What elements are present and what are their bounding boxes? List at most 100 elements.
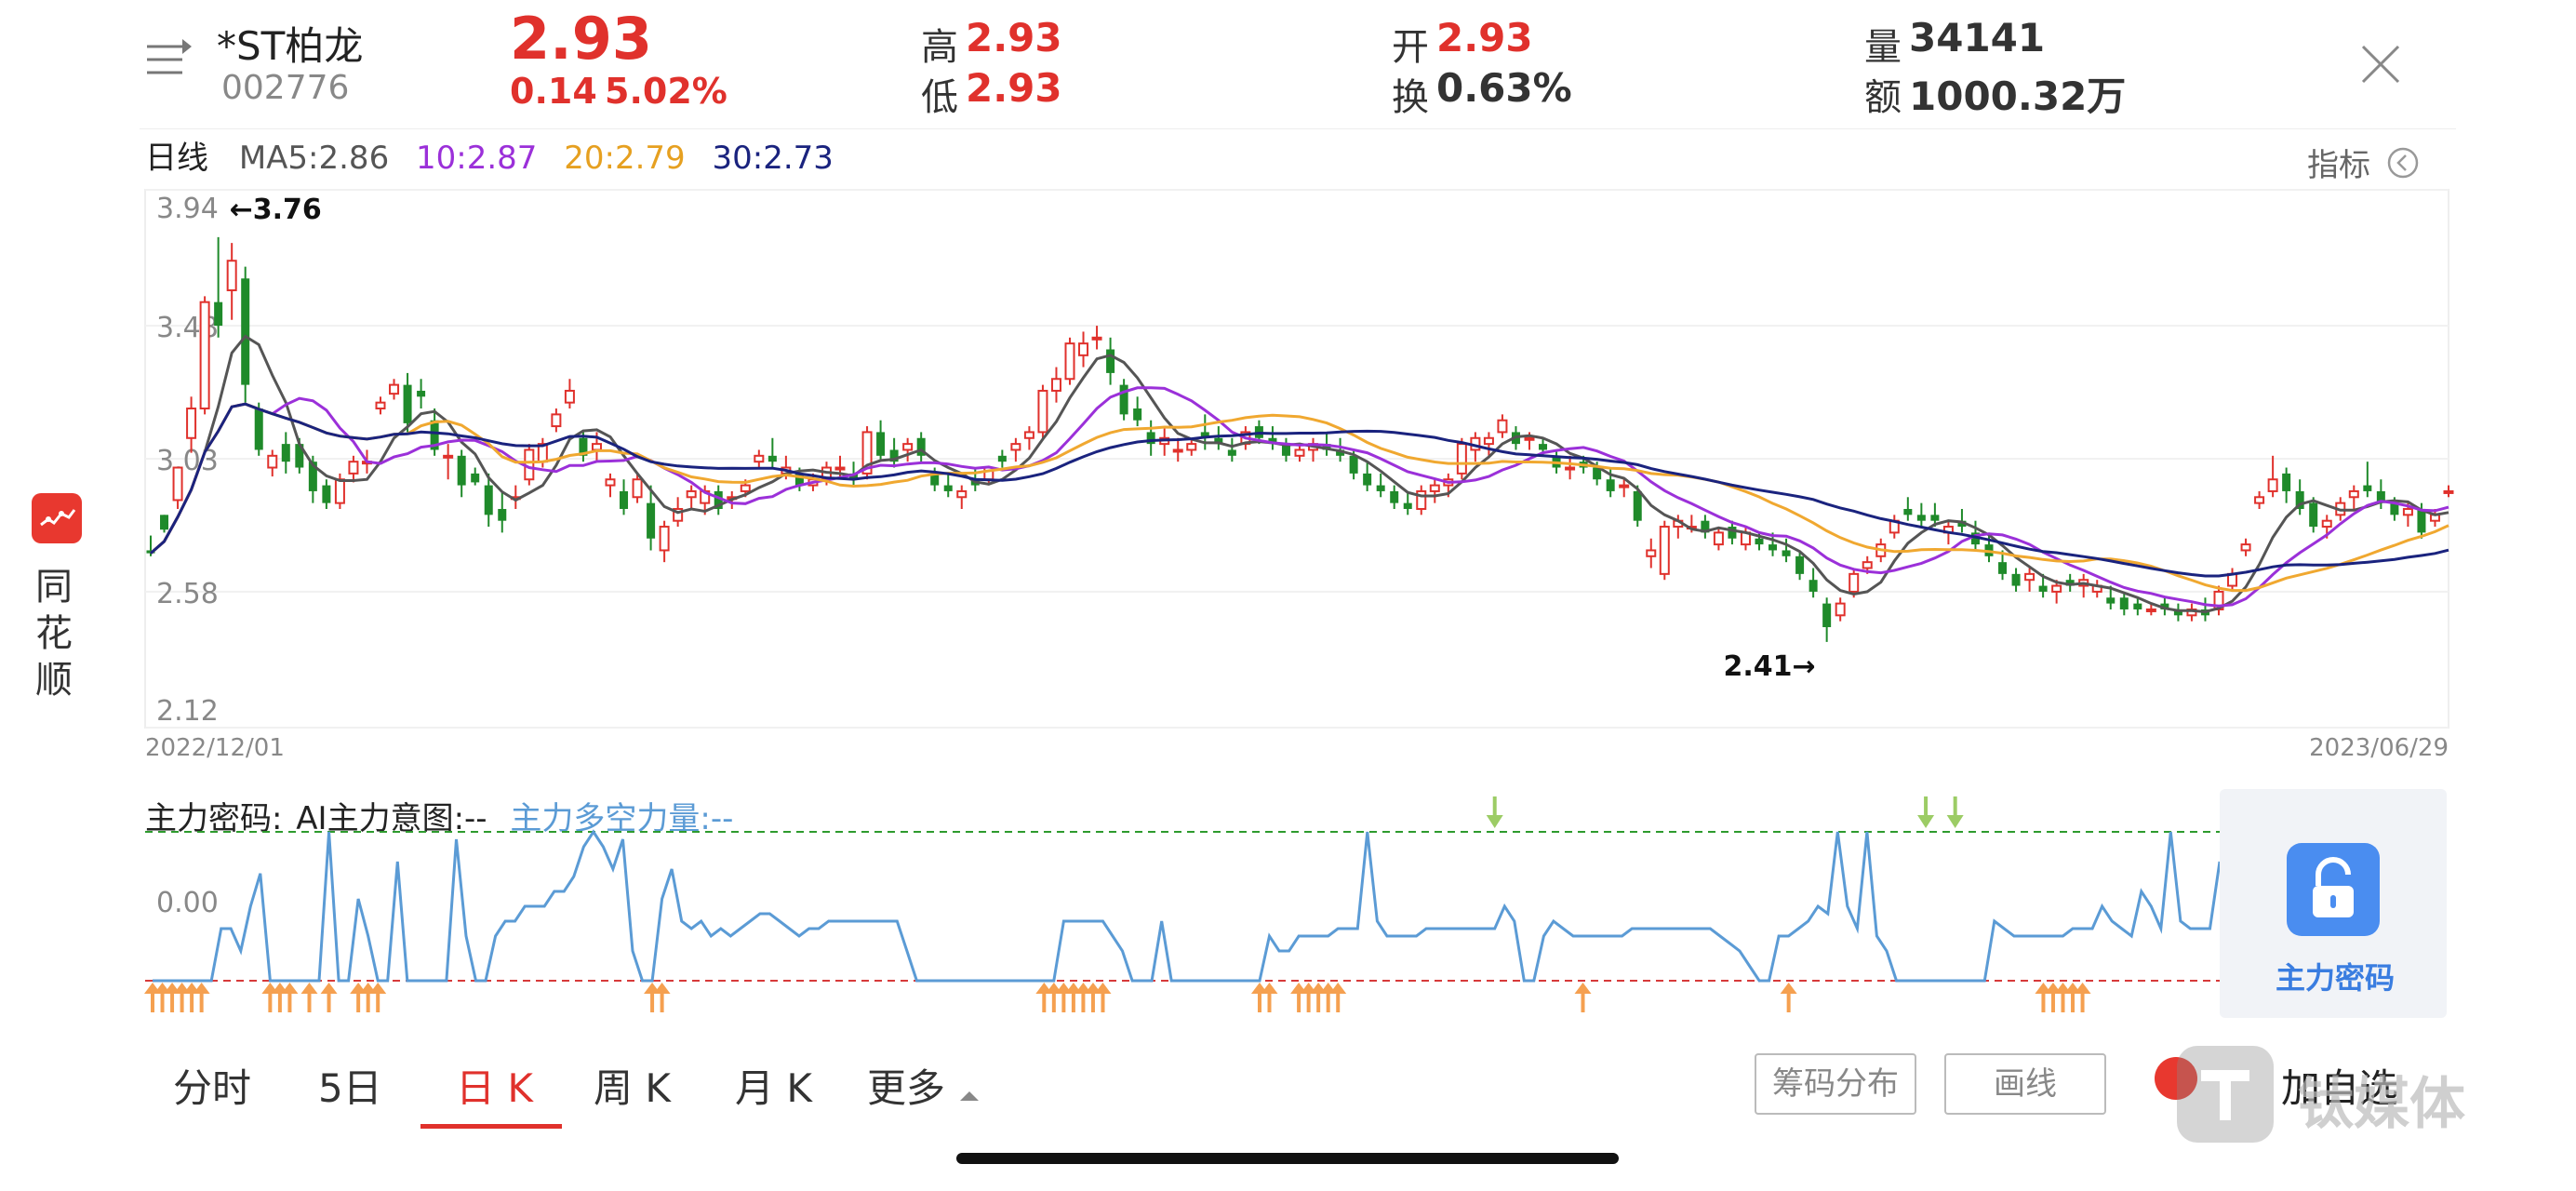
candle — [2133, 597, 2142, 616]
indicator-chart[interactable]: 0.00 — [0, 0, 2576, 1033]
candle — [1728, 520, 1737, 545]
candle — [1916, 502, 1926, 528]
lock-panel[interactable]: 主力密码 — [2220, 789, 2447, 1018]
candle-body — [214, 301, 223, 327]
candle — [1416, 485, 1427, 515]
buy-arrow-icon — [1310, 983, 1328, 1012]
candle-body — [1429, 484, 1440, 492]
candle-body — [1849, 572, 1860, 593]
candle — [943, 473, 953, 498]
candle — [551, 408, 562, 433]
candle-body — [1633, 490, 1642, 521]
ths-logo-icon[interactable] — [32, 493, 82, 543]
candle-body — [1903, 508, 1913, 515]
buy-arrow-head — [193, 983, 210, 994]
candle — [1390, 485, 1399, 509]
candle-body — [322, 485, 331, 503]
candle — [1619, 479, 1630, 498]
candle — [1713, 527, 1724, 551]
candle-body — [2133, 603, 2142, 609]
candle-body — [1862, 561, 1873, 569]
candle-body — [2051, 584, 2062, 593]
candle-body — [632, 478, 643, 499]
candle-body — [172, 466, 183, 502]
y-tick-label: 3.03 — [156, 445, 219, 477]
candle-body — [267, 454, 278, 469]
candle-body — [241, 278, 250, 385]
tab-weekly-k[interactable]: 周 K — [594, 1065, 671, 1111]
candle — [1429, 479, 1440, 503]
header-divider — [140, 128, 2456, 129]
candle-body — [1106, 349, 1115, 373]
open-label: 开 — [1392, 26, 1429, 69]
candle-body — [1023, 431, 1034, 439]
draw-line-button[interactable]: 画线 — [1944, 1053, 2106, 1115]
candle-body — [1294, 448, 1305, 457]
candle-body — [1363, 473, 1372, 486]
candle — [564, 379, 575, 409]
candle — [647, 485, 656, 551]
chip-distribution-button[interactable]: 筹码分布 — [1755, 1053, 1916, 1115]
candle-body — [1390, 490, 1399, 503]
candle-body — [1064, 342, 1075, 381]
candle — [754, 449, 765, 468]
candle-body — [1565, 466, 1576, 471]
candle — [902, 437, 914, 462]
tab-daily-k[interactable]: 日 K — [456, 1065, 533, 1111]
candle — [214, 236, 223, 338]
candle-body — [551, 413, 562, 428]
stock-name: *ST柏龙 — [217, 23, 364, 69]
candle-body — [930, 473, 940, 486]
candle-body — [443, 454, 454, 459]
lock-icon — [2287, 843, 2380, 936]
indicator-label: 指标 — [2307, 147, 2370, 184]
high-value: 2.93 — [966, 15, 1062, 60]
buy-arrow-icon — [1035, 983, 1053, 1012]
candle — [375, 396, 386, 415]
candle-body — [686, 489, 697, 499]
candle-body — [2106, 597, 2116, 604]
candle-body — [2145, 608, 2156, 612]
candle — [254, 402, 263, 456]
candle — [1146, 420, 1155, 456]
tab-more[interactable]: 更多 — [867, 1057, 981, 1114]
close-icon[interactable] — [2359, 43, 2402, 86]
candle-body — [754, 454, 765, 463]
candle-body — [2065, 580, 2075, 586]
add-watch-button[interactable]: 加自选 — [2281, 1065, 2399, 1111]
candle — [1172, 437, 1183, 462]
candle-body — [834, 466, 846, 471]
buy-arrow-head — [1094, 983, 1112, 994]
indicator-button[interactable]: 指标 — [2307, 140, 2420, 188]
candle-body — [1186, 443, 1197, 451]
candle-body — [2160, 603, 2169, 609]
candle-body — [375, 401, 386, 410]
candle-body — [226, 260, 237, 291]
candle — [186, 396, 197, 453]
candle-body — [498, 508, 507, 521]
add-watch-dot-icon — [2155, 1057, 2197, 1100]
buy-arrow-icon — [1780, 983, 1797, 1012]
candle-body — [564, 389, 575, 404]
candle — [1376, 473, 1385, 498]
candle — [281, 432, 290, 474]
candle — [1998, 550, 2008, 581]
menu-icon[interactable] — [141, 37, 194, 84]
candle-body — [1768, 544, 1778, 551]
candle-body — [1998, 562, 2008, 574]
candle-body — [403, 384, 412, 423]
tab-intraday[interactable]: 分时 — [173, 1065, 252, 1111]
candle — [1281, 437, 1290, 462]
tab-5day[interactable]: 5日 — [318, 1065, 382, 1111]
tab-monthly-k[interactable]: 月 K — [735, 1065, 812, 1111]
candle-body — [295, 444, 304, 468]
buy-arrow-icon — [1084, 983, 1101, 1012]
candle — [2145, 603, 2156, 616]
candle-body — [1050, 378, 1061, 392]
candle — [1091, 326, 1102, 350]
candle — [1268, 426, 1277, 450]
candle — [1133, 396, 1142, 427]
candle-body — [1403, 502, 1412, 509]
home-indicator — [956, 1153, 1619, 1164]
